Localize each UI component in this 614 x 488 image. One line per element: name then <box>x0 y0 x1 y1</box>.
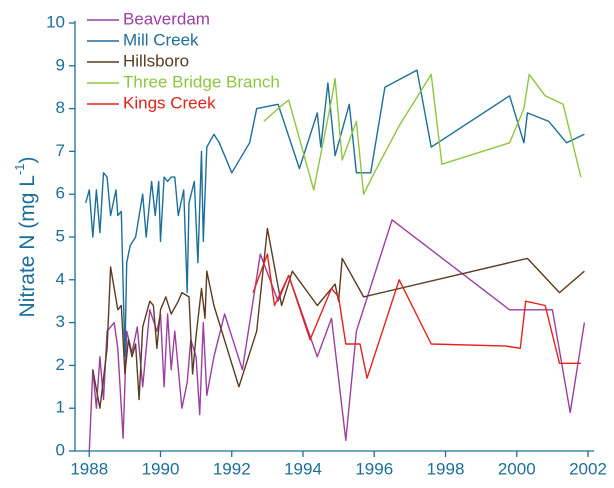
legend-label: Mill Creek <box>123 30 199 49</box>
series-line <box>252 253 581 379</box>
x-tick-label: 1988 <box>70 459 108 478</box>
y-tick-label: 0 <box>56 440 65 459</box>
series-line <box>85 69 585 358</box>
x-tick-label: 1990 <box>142 459 180 478</box>
y-tick-label: 7 <box>56 141 65 160</box>
series-line <box>263 73 582 195</box>
x-tick-label: 1996 <box>355 459 393 478</box>
x-tick-label: 1994 <box>284 459 322 478</box>
y-tick-label: 8 <box>56 98 65 117</box>
y-axis-label: Nitrate N (mg L-1) <box>12 157 38 318</box>
y-tick-label: 1 <box>56 398 65 417</box>
y-tick-label: 2 <box>56 355 65 374</box>
x-tick-label: 2000 <box>498 459 536 478</box>
legend-label: Hillsboro <box>123 51 189 70</box>
y-tick-label: 9 <box>56 55 65 74</box>
x-tick-label: 2002 <box>569 459 607 478</box>
series-line <box>88 219 586 452</box>
series-line <box>92 227 585 409</box>
y-label-sup: -1 <box>12 164 27 176</box>
legend-label: Three Bridge Branch <box>123 72 280 91</box>
y-tick-label: 10 <box>46 12 65 31</box>
x-tick-label: 1992 <box>213 459 251 478</box>
y-label-close: ) <box>16 157 39 164</box>
y-label-text: Nitrate N (mg L <box>16 175 39 317</box>
y-tick-label: 5 <box>56 226 65 245</box>
legend-label: Kings Creek <box>123 93 216 112</box>
y-tick-label: 4 <box>56 269 65 288</box>
y-tick-label: 6 <box>56 184 65 203</box>
y-tick-label: 3 <box>56 312 65 331</box>
legend-label: Beaverdam <box>123 9 210 28</box>
x-tick-label: 1998 <box>427 459 465 478</box>
